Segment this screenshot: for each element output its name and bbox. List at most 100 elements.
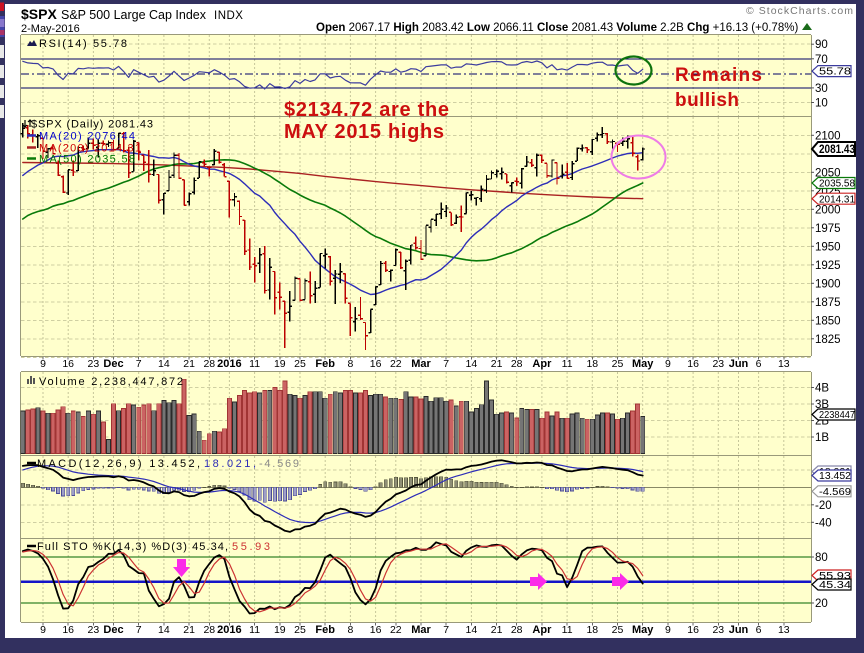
svg-text:1950: 1950 [815, 241, 841, 253]
svg-text:Feb: Feb [315, 624, 335, 636]
svg-text:9: 9 [40, 358, 46, 370]
svg-text:2035.58: 2035.58 [819, 179, 855, 190]
svg-text:11: 11 [562, 358, 573, 370]
svg-text:1B: 1B [815, 432, 829, 444]
svg-text:Mar: Mar [411, 358, 431, 370]
svg-text:30: 30 [815, 83, 828, 95]
svg-text:2016: 2016 [217, 358, 241, 370]
svg-text:bullish: bullish [675, 90, 739, 111]
svg-text:MA(20) 2076.44: MA(20) 2076.44 [39, 131, 135, 143]
svg-text:25: 25 [612, 358, 624, 370]
svg-text:14: 14 [158, 358, 170, 370]
svg-text:2000: 2000 [815, 204, 841, 216]
svg-text:28: 28 [203, 358, 215, 370]
svg-text:Jun: Jun [729, 358, 749, 370]
svg-text:8: 8 [347, 624, 353, 636]
svg-text:55.93: 55.93 [819, 571, 852, 582]
svg-text:28: 28 [203, 624, 215, 636]
svg-text:16: 16 [62, 624, 74, 636]
svg-text:6: 6 [756, 358, 762, 370]
svg-text:MAY 2015 highs: MAY 2015 highs [284, 121, 444, 143]
svg-text:2238447: 2238447 [819, 410, 855, 421]
svg-text:9: 9 [665, 358, 671, 370]
svg-text:MA(50) 2035.58: MA(50) 2035.58 [39, 154, 135, 166]
svg-text:28: 28 [511, 624, 523, 636]
svg-text:Apr: Apr [532, 358, 552, 370]
svg-text:2-May-2016: 2-May-2016 [21, 23, 80, 35]
svg-text:23: 23 [712, 624, 724, 636]
svg-text:18: 18 [586, 624, 598, 636]
svg-text:May: May [632, 624, 654, 636]
svg-text:16: 16 [370, 358, 382, 370]
svg-text:7: 7 [136, 624, 142, 636]
svg-text:7: 7 [443, 358, 449, 370]
svg-text:21: 21 [183, 624, 195, 636]
svg-text:25: 25 [294, 358, 306, 370]
svg-text:55.78: 55.78 [819, 67, 852, 78]
svg-text:Feb: Feb [315, 358, 335, 370]
svg-text:14: 14 [158, 624, 170, 636]
svg-text:-4.569: -4.569 [819, 487, 851, 498]
svg-text:7: 7 [136, 358, 142, 370]
svg-text:2050: 2050 [815, 167, 841, 179]
svg-text:16: 16 [62, 358, 74, 370]
svg-text:Volume 2,238,447,872: Volume 2,238,447,872 [39, 376, 183, 388]
svg-text:21: 21 [183, 358, 195, 370]
svg-text:2081.43: 2081.43 [819, 144, 855, 156]
svg-text:25: 25 [294, 624, 306, 636]
svg-text:Apr: Apr [532, 624, 552, 636]
svg-text:11: 11 [249, 358, 260, 370]
svg-text:9: 9 [665, 624, 671, 636]
svg-text:28: 28 [511, 358, 523, 370]
svg-text:7: 7 [443, 624, 449, 636]
svg-text:8: 8 [347, 358, 353, 370]
svg-text:11: 11 [249, 624, 260, 636]
svg-text:$SPX: $SPX [21, 6, 57, 22]
svg-text:Mar: Mar [411, 624, 431, 636]
svg-text:Jun: Jun [729, 624, 749, 636]
svg-text:16: 16 [370, 624, 382, 636]
svg-text:1925: 1925 [815, 260, 841, 272]
svg-text:21: 21 [491, 624, 503, 636]
svg-text:22: 22 [390, 624, 402, 636]
svg-text:16: 16 [687, 624, 699, 636]
svg-text:May: May [632, 358, 654, 370]
svg-text:19: 19 [274, 358, 286, 370]
svg-text:Dec: Dec [103, 624, 123, 636]
svg-text:25: 25 [612, 624, 624, 636]
svg-text:-20: -20 [815, 500, 832, 512]
svg-text:6: 6 [756, 624, 762, 636]
svg-text:S&P 500 Large Cap Index: S&P 500 Large Cap Index [61, 8, 207, 22]
svg-text:MACD(12,26,9) 13.452,: MACD(12,26,9) 13.452, [37, 458, 200, 470]
svg-text:22: 22 [390, 358, 402, 370]
svg-text:20: 20 [815, 598, 828, 610]
svg-text:RSI(14) 55.78: RSI(14) 55.78 [39, 38, 127, 50]
svg-text:70: 70 [815, 54, 828, 66]
svg-text:1825: 1825 [815, 334, 841, 346]
svg-text:11: 11 [562, 624, 573, 636]
svg-text:2016: 2016 [217, 624, 241, 636]
svg-text:© StockCharts.com: © StockCharts.com [746, 5, 853, 17]
svg-text:1900: 1900 [815, 278, 841, 290]
svg-text:-4.569: -4.569 [259, 458, 299, 470]
svg-text:13: 13 [778, 358, 790, 370]
svg-text:80: 80 [815, 552, 828, 564]
svg-text:13.452: 13.452 [819, 471, 851, 482]
svg-text:13: 13 [778, 624, 790, 636]
svg-text:1975: 1975 [815, 223, 841, 235]
svg-text:23: 23 [88, 624, 100, 636]
svg-text:55.93: 55.93 [232, 541, 270, 553]
svg-text:Dec: Dec [103, 358, 123, 370]
svg-text:1875: 1875 [815, 297, 841, 309]
svg-text:4B: 4B [815, 383, 829, 395]
svg-text:-40: -40 [815, 517, 832, 529]
svg-text:3B: 3B [815, 399, 829, 411]
svg-text:1850: 1850 [815, 315, 841, 327]
svg-text:18: 18 [586, 358, 598, 370]
svg-text:$2134.72 are the: $2134.72 are the [284, 99, 449, 121]
svg-text:14: 14 [466, 624, 478, 636]
svg-text:23: 23 [712, 358, 724, 370]
svg-text:45.34: 45.34 [819, 580, 852, 591]
svg-text:Remains: Remains [675, 65, 762, 86]
svg-text:19: 19 [274, 624, 286, 636]
